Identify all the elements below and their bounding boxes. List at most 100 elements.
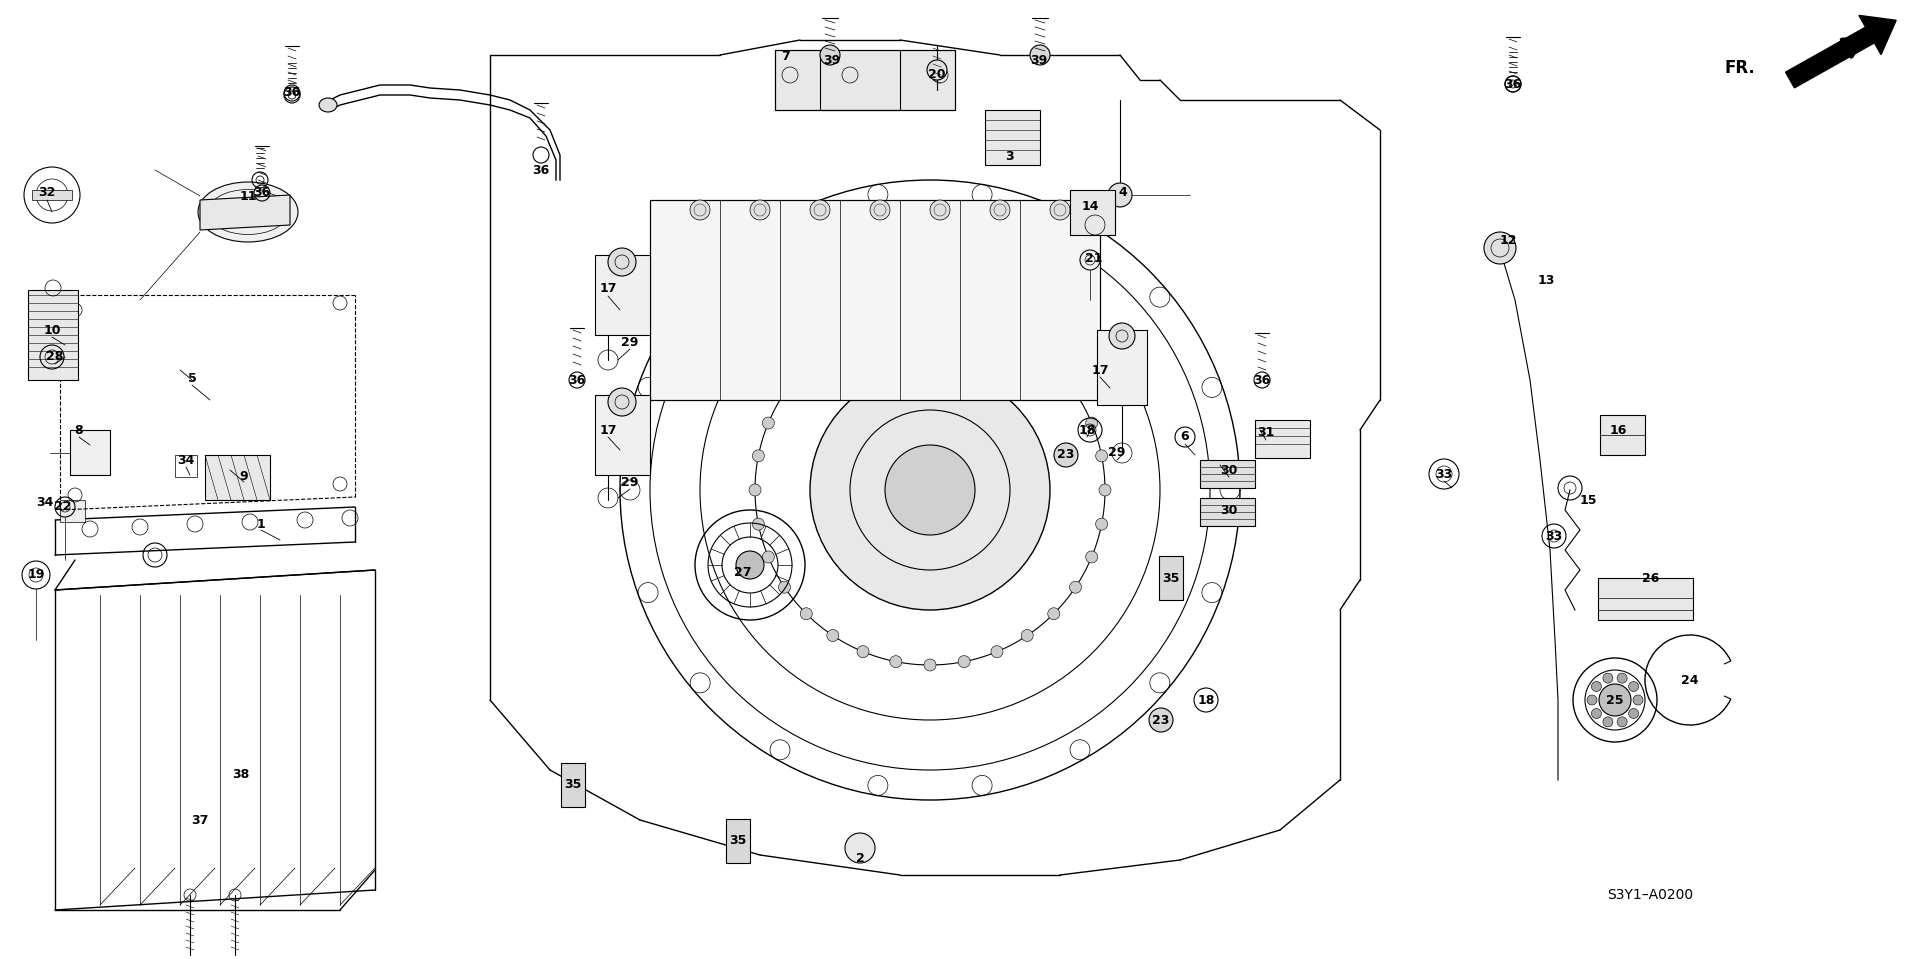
Text: 26: 26 <box>1642 572 1659 584</box>
Text: 18: 18 <box>1198 693 1215 707</box>
Text: 39: 39 <box>824 54 841 66</box>
Circle shape <box>991 645 1002 658</box>
Bar <box>29 290 79 380</box>
Bar <box>1200 498 1256 526</box>
Text: 11: 11 <box>240 190 257 202</box>
Circle shape <box>1599 684 1630 716</box>
Text: 36: 36 <box>532 163 549 176</box>
Text: 4: 4 <box>1119 186 1127 199</box>
Bar <box>776 50 954 110</box>
Circle shape <box>991 200 1010 220</box>
Text: 30: 30 <box>1221 463 1238 477</box>
Text: 17: 17 <box>599 424 616 436</box>
Circle shape <box>1069 386 1081 399</box>
Circle shape <box>1110 323 1135 349</box>
Circle shape <box>762 551 774 563</box>
Circle shape <box>845 833 876 863</box>
Circle shape <box>1048 608 1060 620</box>
Text: 3: 3 <box>1006 151 1014 163</box>
Text: 5: 5 <box>188 371 196 385</box>
Circle shape <box>870 200 891 220</box>
Circle shape <box>1108 183 1133 207</box>
Circle shape <box>1050 200 1069 220</box>
Text: 14: 14 <box>1081 199 1098 213</box>
Circle shape <box>1029 45 1050 65</box>
Text: 23: 23 <box>1152 713 1169 727</box>
Circle shape <box>828 339 839 350</box>
Circle shape <box>810 370 1050 610</box>
Bar <box>33 190 73 200</box>
Bar <box>651 200 1100 400</box>
Text: FR.: FR. <box>1724 59 1755 77</box>
Bar <box>595 395 651 475</box>
Text: 21: 21 <box>1085 251 1102 265</box>
Text: 10: 10 <box>44 323 61 337</box>
Circle shape <box>820 45 841 65</box>
Circle shape <box>609 248 636 276</box>
Circle shape <box>1592 709 1601 718</box>
Circle shape <box>753 450 764 462</box>
Bar <box>726 819 751 863</box>
Circle shape <box>889 656 902 667</box>
Circle shape <box>1628 682 1638 691</box>
Bar <box>175 455 198 477</box>
Text: 13: 13 <box>1538 273 1555 287</box>
Text: 25: 25 <box>1607 693 1624 707</box>
Circle shape <box>609 388 636 416</box>
Text: 35: 35 <box>564 779 582 791</box>
Bar <box>60 500 84 522</box>
Text: 38: 38 <box>232 768 250 782</box>
Circle shape <box>1617 717 1626 727</box>
Circle shape <box>929 200 950 220</box>
Text: 29: 29 <box>622 336 639 348</box>
Circle shape <box>1048 361 1060 372</box>
Circle shape <box>1634 695 1644 705</box>
Circle shape <box>1054 443 1077 467</box>
Bar <box>205 455 271 500</box>
Polygon shape <box>69 430 109 475</box>
Text: 23: 23 <box>1058 449 1075 461</box>
Text: 19: 19 <box>27 569 44 581</box>
Circle shape <box>753 518 764 530</box>
Text: 15: 15 <box>1580 494 1597 506</box>
Circle shape <box>991 322 1002 335</box>
Circle shape <box>762 417 774 429</box>
Circle shape <box>1085 551 1098 563</box>
Text: 36: 36 <box>253 186 271 199</box>
Circle shape <box>924 659 937 671</box>
Bar <box>1599 415 1645 455</box>
Bar <box>651 200 1100 400</box>
Bar <box>1597 578 1693 620</box>
Text: 8: 8 <box>75 424 83 436</box>
Circle shape <box>1096 450 1108 462</box>
Text: 36: 36 <box>284 86 301 100</box>
Text: 6: 6 <box>1181 431 1188 443</box>
Text: 29: 29 <box>1108 447 1125 459</box>
Circle shape <box>749 484 760 496</box>
Text: 30: 30 <box>1221 503 1238 517</box>
Text: 35: 35 <box>730 834 747 848</box>
Circle shape <box>958 313 970 324</box>
Text: 32: 32 <box>38 186 56 199</box>
Bar <box>561 763 586 807</box>
Circle shape <box>1484 232 1517 264</box>
Circle shape <box>1021 629 1033 642</box>
Bar <box>1096 330 1146 405</box>
Text: 24: 24 <box>1682 673 1699 687</box>
Text: 16: 16 <box>1609 424 1626 436</box>
Circle shape <box>1617 673 1626 683</box>
Circle shape <box>924 309 937 321</box>
Ellipse shape <box>198 182 298 242</box>
Text: 34: 34 <box>177 454 194 466</box>
Text: 31: 31 <box>1258 427 1275 439</box>
Text: 9: 9 <box>240 470 248 482</box>
Circle shape <box>1148 708 1173 732</box>
Bar <box>776 50 954 110</box>
Circle shape <box>801 361 812 372</box>
Circle shape <box>689 200 710 220</box>
Circle shape <box>958 656 970 667</box>
Text: 34: 34 <box>36 497 54 509</box>
Text: 28: 28 <box>46 350 63 363</box>
Bar <box>1069 190 1116 235</box>
Text: 33: 33 <box>1436 467 1453 480</box>
